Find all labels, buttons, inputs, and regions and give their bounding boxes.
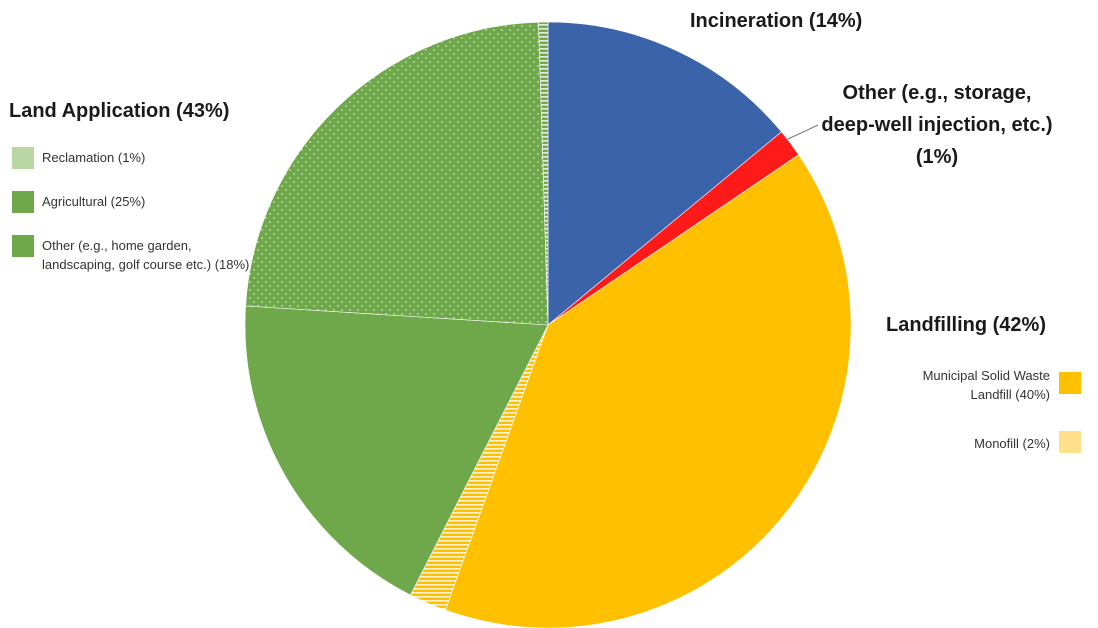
legend-text-reclamation: Reclamation (1%)	[42, 150, 146, 165]
other-leader-line	[785, 124, 819, 141]
pie-slice-agricultural	[244, 305, 549, 596]
pie-slice-reclamation	[538, 21, 549, 326]
legend-text-msw-line2: Landfill (40%)	[970, 387, 1051, 402]
legend-text-agricultural: Agricultural (25%)	[42, 194, 146, 209]
other-label: Other (e.g., storage, deep-well injectio…	[782, 77, 1092, 173]
legend-swatch-other-land	[12, 235, 34, 257]
pie-slice-incineration	[547, 21, 782, 326]
legend-swatch-reclamation	[12, 147, 34, 169]
legend-text-other-land: Other (e.g., home garden, landscaping, g…	[42, 238, 250, 272]
legend-swatch-msw	[1059, 372, 1081, 394]
other-label-line3: (1%)	[915, 146, 959, 168]
legend-text-monofill: Monofill (2%)	[974, 436, 1050, 451]
legend-text-msw: Municipal Solid Waste Landfill (40%)	[870, 366, 1050, 404]
incineration-label: Incineration (14%)	[690, 10, 863, 32]
landfilling-label: Landfilling (42%)	[886, 314, 1046, 336]
pie-slice-other-e-g-home-garden-landscaping-golf-course-etc	[245, 21, 549, 326]
other-label-line2: deep-well injection, etc.)	[821, 114, 1053, 136]
legend-swatch-monofill	[1059, 431, 1081, 453]
legend-text-msw-line1: Municipal Solid Waste	[922, 368, 1050, 383]
other-label-line1: Other (e.g., storage,	[842, 82, 1032, 104]
land-application-label: Land Application (43%)	[9, 100, 230, 122]
legend-swatch-agricultural	[12, 191, 34, 213]
